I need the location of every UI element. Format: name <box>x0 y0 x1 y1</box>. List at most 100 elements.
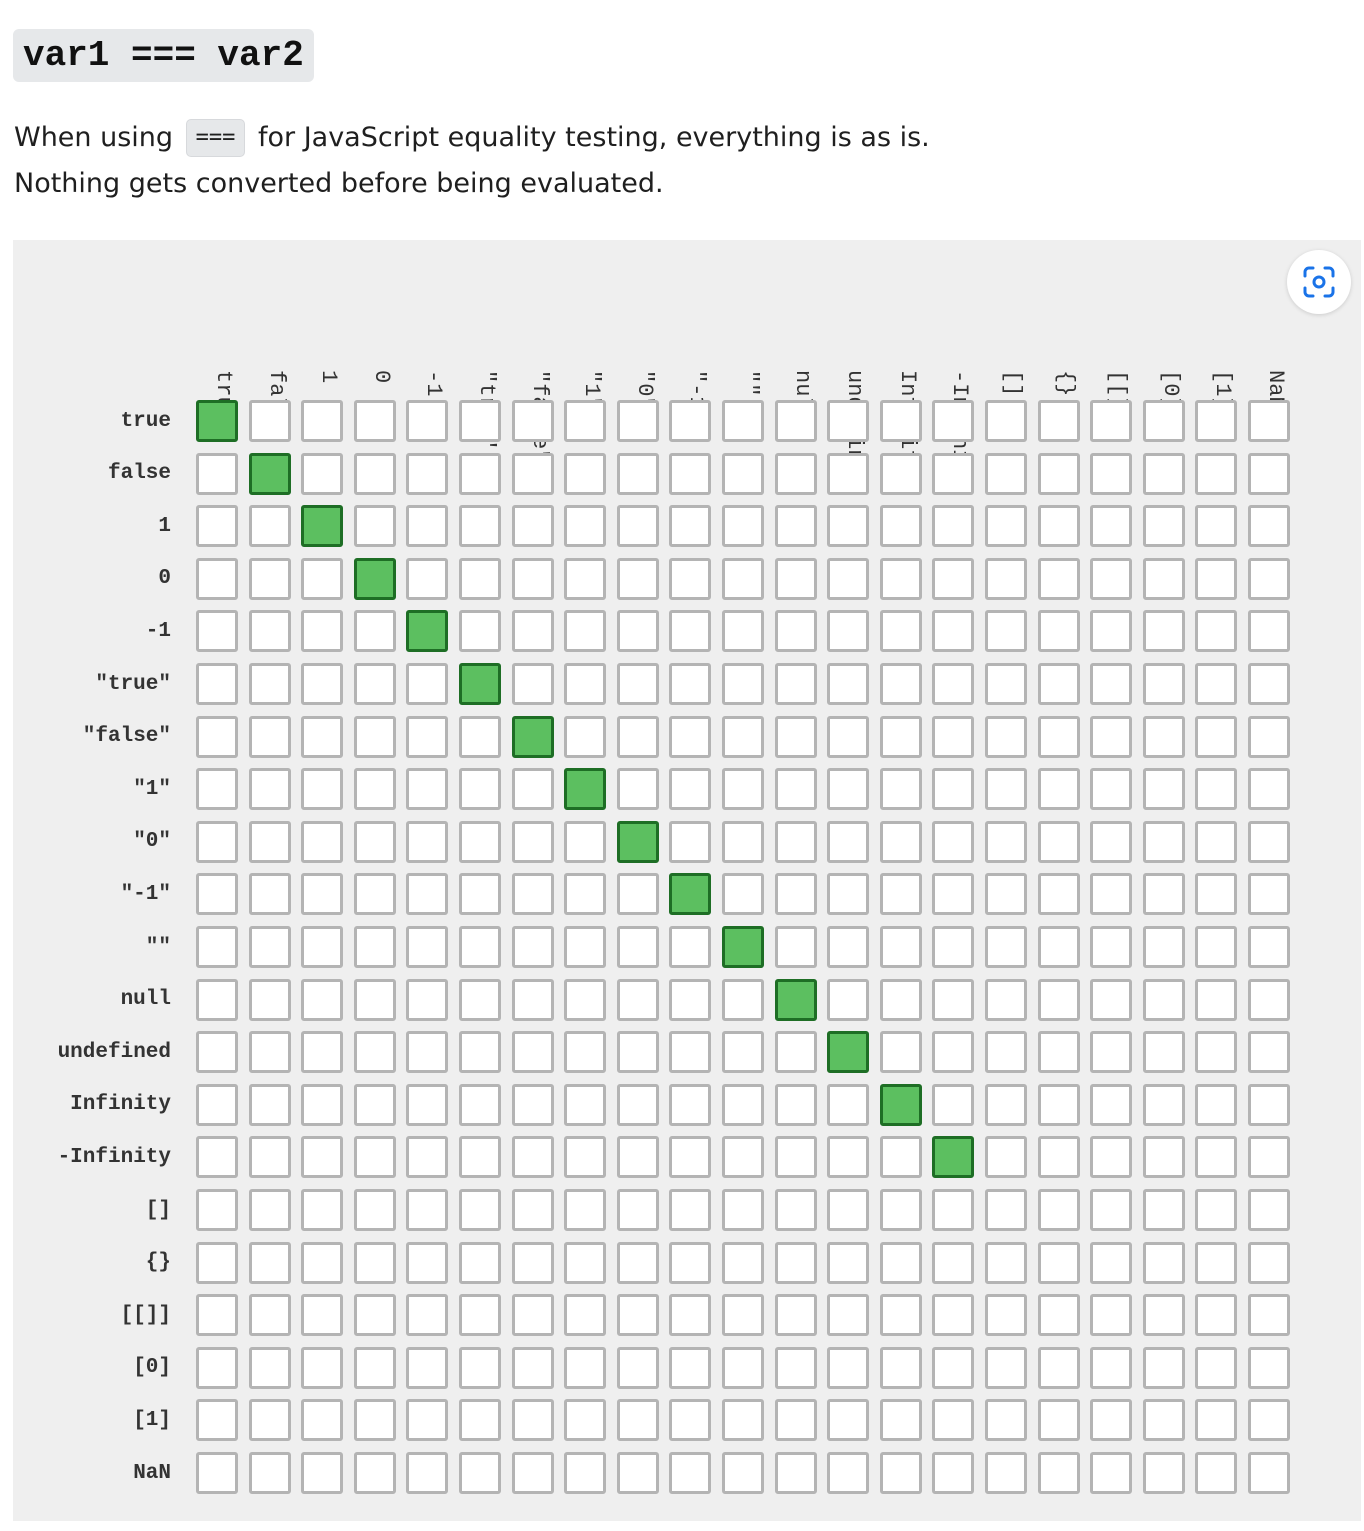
column-label: "0" <box>617 240 669 410</box>
matrix-cell <box>564 1399 607 1442</box>
matrix-cell <box>1142 1241 1185 1284</box>
matrix-cell <box>1037 1083 1080 1126</box>
matrix-cell <box>774 452 817 495</box>
matrix-cell <box>353 715 396 758</box>
matrix-cell <box>879 978 922 1021</box>
matrix-cell <box>511 768 554 811</box>
page-heading: var1 === var2 <box>13 29 314 82</box>
matrix-cell <box>1090 1031 1133 1074</box>
matrix-cell <box>774 768 817 811</box>
matrix-cell <box>459 1189 501 1231</box>
matrix-cell <box>459 610 501 653</box>
matrix-cell <box>722 452 764 495</box>
matrix-cell <box>248 1189 291 1231</box>
matrix-cell <box>985 715 1027 758</box>
matrix-cell <box>827 715 870 758</box>
matrix-cell <box>248 820 291 863</box>
matrix-cell <box>1195 715 1238 758</box>
matrix-cell <box>985 1399 1027 1442</box>
matrix-cell <box>196 768 238 811</box>
matrix-cell <box>511 557 554 600</box>
matrix-cell-equal <box>406 610 449 653</box>
matrix-cell <box>1195 926 1238 968</box>
matrix-cell <box>1142 1452 1185 1494</box>
matrix-cell <box>669 557 712 600</box>
matrix-cell <box>564 1346 607 1389</box>
matrix-cell <box>879 1031 922 1074</box>
matrix-cell <box>196 452 238 495</box>
matrix-cell <box>616 1452 659 1494</box>
matrix-cell <box>879 557 922 600</box>
matrix-cell <box>669 1136 712 1179</box>
matrix-cell <box>774 557 817 600</box>
matrix-cell <box>406 978 449 1021</box>
matrix-cell <box>301 610 344 653</box>
matrix-cell <box>406 926 449 968</box>
matrix-cell <box>511 820 554 863</box>
matrix-cell <box>353 663 396 705</box>
matrix-cell <box>722 663 764 705</box>
matrix-cell <box>932 1083 975 1126</box>
matrix-cell <box>1248 1346 1290 1389</box>
matrix-cell <box>669 400 712 442</box>
matrix-cell <box>722 1189 764 1231</box>
matrix-cell <box>1195 1399 1238 1442</box>
row-label: "1" <box>133 777 171 801</box>
matrix-cell <box>932 873 975 916</box>
matrix-cell <box>1142 1346 1185 1389</box>
matrix-cell <box>1142 1189 1185 1231</box>
matrix-cell <box>1142 768 1185 811</box>
matrix-cell <box>353 1399 396 1442</box>
matrix-cell <box>301 663 344 705</box>
matrix-cell <box>932 400 975 442</box>
matrix-cell <box>774 1399 817 1442</box>
matrix-cell <box>1248 926 1290 968</box>
matrix-cell <box>669 1346 712 1389</box>
matrix-cell <box>932 820 975 863</box>
matrix-cell <box>1195 1241 1238 1284</box>
matrix-cell <box>459 768 501 811</box>
matrix-cell <box>564 505 607 548</box>
matrix-cell <box>879 1241 922 1284</box>
matrix-cell <box>985 1031 1027 1074</box>
matrix-cell <box>1142 663 1185 705</box>
matrix-cell <box>301 400 344 442</box>
row-label: 1 <box>158 514 171 538</box>
column-label: false <box>249 240 301 436</box>
visual-search-button[interactable] <box>1287 250 1351 314</box>
matrix-cell <box>827 926 870 968</box>
matrix-cell <box>1037 768 1080 811</box>
matrix-cell <box>774 715 817 758</box>
matrix-cell <box>301 1189 344 1231</box>
matrix-cell <box>932 1399 975 1442</box>
matrix-cell <box>669 505 712 548</box>
matrix-cell <box>248 1083 291 1126</box>
matrix-cell <box>669 926 712 968</box>
operator-code: === <box>185 119 246 157</box>
column-label: "" <box>722 240 774 396</box>
matrix-cell <box>669 1452 712 1494</box>
matrix-cell <box>1142 1031 1185 1074</box>
matrix-cell <box>1090 768 1133 811</box>
matrix-cell <box>1248 1031 1290 1074</box>
matrix-cell <box>827 768 870 811</box>
matrix-cell <box>1037 820 1080 863</box>
matrix-cell <box>459 873 501 916</box>
matrix-cell <box>1195 820 1238 863</box>
matrix-cell <box>985 926 1027 968</box>
matrix-cell <box>1248 978 1290 1021</box>
matrix-cell <box>1248 1136 1290 1179</box>
column-label-text: [] <box>1000 370 1025 397</box>
matrix-cell-equal <box>353 557 396 600</box>
matrix-cell <box>459 978 501 1021</box>
matrix-cell <box>1142 978 1185 1021</box>
matrix-cell <box>1037 1031 1080 1074</box>
matrix-cell <box>248 926 291 968</box>
matrix-cell <box>406 1189 449 1231</box>
row-label: [[]] <box>120 1303 171 1327</box>
matrix-cell <box>1195 1083 1238 1126</box>
matrix-cell <box>1195 873 1238 916</box>
matrix-cell <box>1090 873 1133 916</box>
matrix-cell <box>196 610 238 653</box>
row-label: null <box>120 988 171 1012</box>
